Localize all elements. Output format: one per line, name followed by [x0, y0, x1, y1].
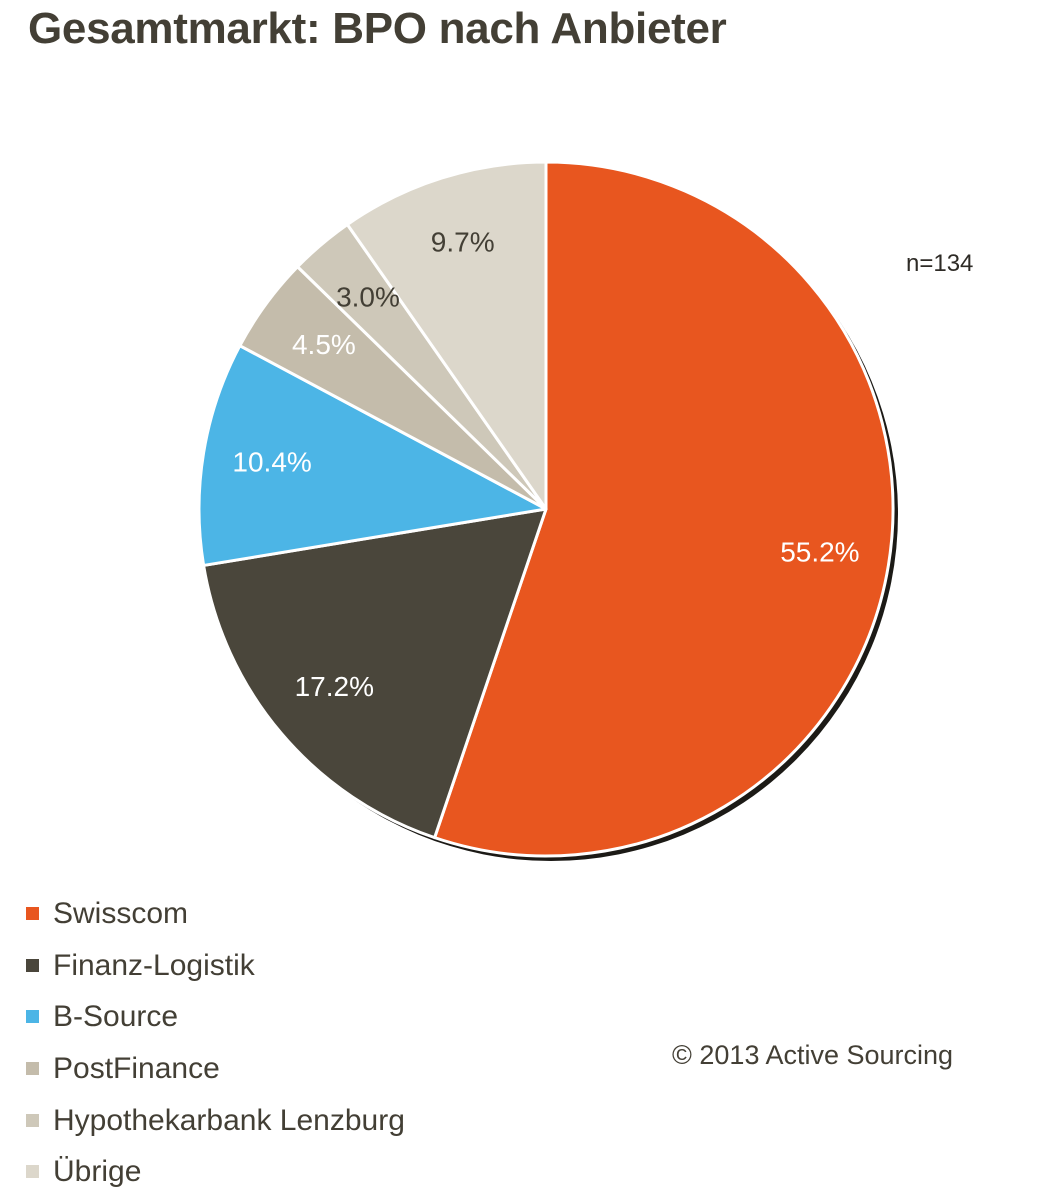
legend-swatch: [26, 1062, 39, 1076]
chart-legend: Swisscom Finanz-Logistik B-Source PostFinan…: [26, 888, 405, 1198]
pie-value-label: 9.7%: [431, 227, 495, 258]
legend-item: Übrige: [26, 1146, 405, 1198]
legend-label: PostFinance: [53, 1052, 220, 1086]
pie-value-label: 55.2%: [780, 536, 859, 567]
pie-value-label: 3.0%: [336, 282, 400, 313]
pie-value-label: 17.2%: [295, 671, 374, 702]
pie-slice-b-source: [197, 344, 548, 567]
legend-item: Hypothekarbank Lenzburg: [26, 1094, 405, 1146]
legend-swatch: [26, 958, 39, 972]
pie-slice-finanz-logistik: [202, 507, 548, 840]
legend-item: Finanz-Logistik: [26, 940, 405, 992]
legend-swatch: [26, 1113, 39, 1127]
legend-item: Swisscom: [26, 888, 405, 940]
legend-item: PostFinance: [26, 1043, 405, 1095]
pie-value-labels: 55.2% 17.2% 10.4% 4.5% 3.0% 9.7%: [232, 227, 859, 702]
legend-swatch: [26, 1010, 39, 1024]
legend-label: B-Source: [53, 1000, 179, 1034]
pie-chart: 55.2% 17.2% 10.4% 4.5% 3.0% 9.7%: [197, 160, 898, 861]
legend-label: Swisscom: [53, 897, 189, 931]
pie-slice-swisscom: [433, 160, 895, 858]
pie-value-label: 10.4%: [232, 446, 311, 477]
pie-slices: [197, 160, 895, 858]
legend-item: B-Source: [26, 991, 405, 1043]
pie-slice-übrige: [345, 160, 548, 511]
copyright-note: © 2013 Active Sourcing: [672, 1040, 954, 1070]
pie-value-label: 4.5%: [292, 329, 356, 360]
legend-swatch: [26, 1165, 39, 1179]
chart-title: Gesamtmarkt: BPO nach Anbieter: [28, 4, 727, 53]
legend-label: Finanz-Logistik: [53, 948, 255, 982]
legend-label: Hypothekarbank Lenzburg: [53, 1103, 405, 1137]
legend-swatch: [26, 907, 39, 921]
sample-size-note: n=134: [906, 250, 974, 277]
legend-label: Übrige: [53, 1155, 142, 1189]
